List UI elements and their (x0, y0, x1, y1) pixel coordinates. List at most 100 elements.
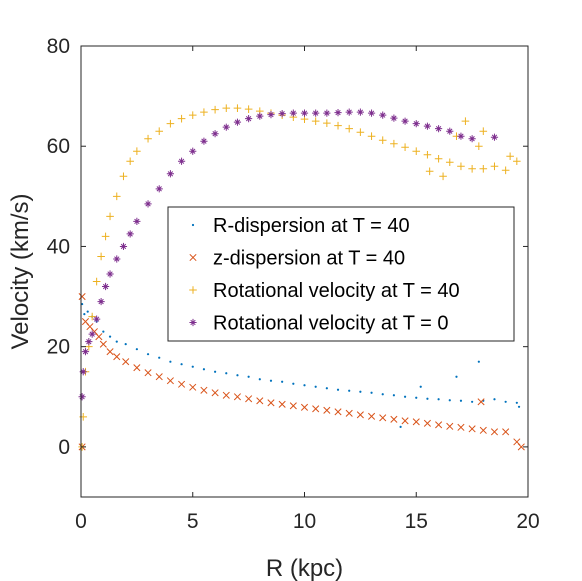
data-point (189, 147, 197, 155)
data-point (155, 373, 163, 381)
legend-marker (189, 286, 197, 294)
data-point (501, 166, 510, 175)
data-point (471, 400, 474, 403)
data-point (245, 395, 253, 403)
data-point (93, 315, 101, 323)
y-tick-label: 20 (47, 336, 70, 359)
data-point (166, 377, 174, 385)
data-point (267, 399, 275, 407)
data-point (256, 397, 264, 405)
data-point (367, 109, 376, 117)
data-point (180, 363, 183, 366)
x-tick-label: 20 (516, 510, 539, 533)
data-point (144, 200, 152, 208)
data-point (399, 425, 402, 428)
data-point (379, 111, 387, 119)
data-point (345, 124, 353, 133)
data-point (401, 417, 409, 425)
data-point (359, 390, 362, 393)
data-point (468, 425, 476, 433)
data-point (423, 122, 432, 130)
data-point (225, 372, 228, 375)
data-point (446, 127, 454, 135)
data-point (188, 111, 197, 119)
data-point (403, 395, 407, 398)
data-point (311, 117, 320, 125)
data-point (99, 340, 107, 348)
data-point (178, 380, 186, 388)
data-point (211, 105, 219, 114)
data-point (475, 142, 483, 151)
data-point (513, 157, 521, 166)
legend-item: z-dispersion at T = 40 (189, 248, 405, 270)
data-point (437, 398, 440, 401)
x-tick-label: 5 (187, 510, 199, 533)
data-point (78, 293, 86, 301)
data-point (222, 104, 231, 112)
data-point (292, 382, 295, 385)
data-point (370, 391, 373, 394)
series-3 (78, 104, 521, 451)
data-point (325, 387, 328, 390)
y-tick-label: 0 (58, 436, 70, 459)
data-point (461, 117, 470, 125)
data-point (356, 128, 365, 136)
series-2 (78, 293, 525, 451)
data-point (189, 383, 197, 391)
data-point (233, 104, 242, 112)
data-point (200, 108, 208, 116)
data-point (490, 162, 499, 171)
data-point (211, 130, 219, 138)
data-point (392, 394, 395, 397)
data-point (211, 389, 219, 397)
data-point (233, 118, 242, 126)
data-point (236, 374, 239, 377)
data-point (289, 109, 297, 117)
data-point (419, 385, 422, 388)
y-axis-title: Velocity (km/s) (7, 193, 34, 349)
legend-label: Rotational velocity at T = 40 (213, 280, 460, 302)
data-point (334, 408, 342, 416)
data-point (233, 393, 242, 401)
data-point (493, 398, 496, 401)
data-point (81, 348, 90, 356)
data-point (468, 164, 476, 173)
data-point (113, 255, 121, 263)
data-point (119, 172, 128, 181)
data-point (200, 137, 208, 145)
data-point (144, 134, 152, 143)
data-point (312, 405, 320, 413)
y-tick-label: 60 (47, 135, 70, 158)
legend: R-dispersion at T = 40 z-dispersion at T … (167, 206, 515, 342)
data-point (102, 330, 105, 333)
data-point (457, 162, 465, 171)
data-point (79, 368, 87, 376)
data-point (177, 157, 186, 165)
data-point (300, 403, 309, 411)
data-point (479, 127, 488, 135)
x-tick-labels: 0 5 10 15 20 (75, 510, 540, 533)
data-point (267, 111, 275, 119)
data-point (425, 167, 434, 176)
data-point (108, 335, 112, 338)
data-point (133, 364, 141, 372)
legend-marker (189, 253, 197, 262)
data-point (401, 117, 409, 125)
data-point (303, 384, 306, 387)
data-point (515, 401, 518, 404)
data-point (169, 360, 172, 363)
data-point (95, 333, 103, 341)
data-point (390, 139, 398, 148)
legend-item: Rotational velocity at T = 40 (189, 280, 460, 302)
series-1 (81, 302, 521, 428)
data-point (158, 356, 161, 359)
data-point (278, 400, 286, 408)
y-tick-label: 40 (47, 235, 70, 258)
data-point (312, 109, 320, 117)
x-axis-title: R (kpc) (266, 555, 343, 581)
data-point (256, 112, 264, 120)
data-point (412, 418, 420, 426)
x-tick-label: 0 (75, 510, 87, 533)
axis-ticks (80, 45, 529, 497)
